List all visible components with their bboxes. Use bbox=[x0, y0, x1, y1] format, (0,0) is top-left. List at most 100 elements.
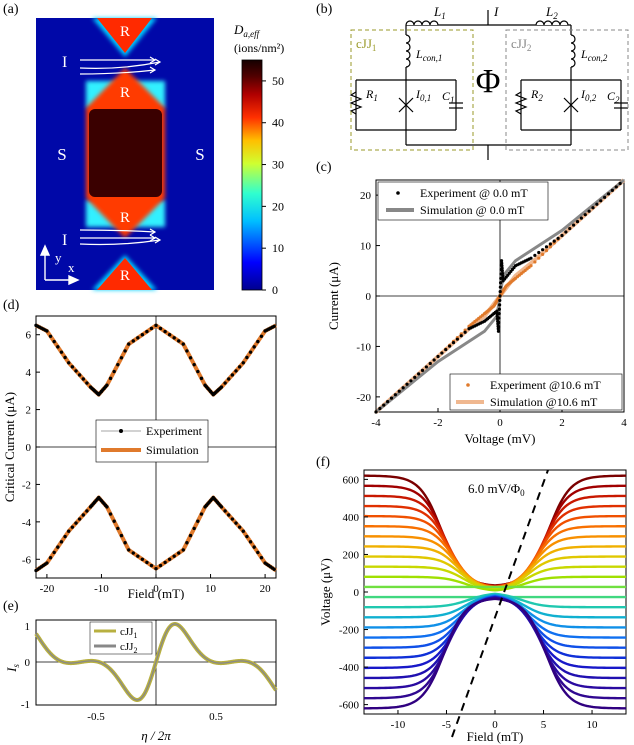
c-exp-0-point bbox=[497, 325, 501, 329]
f-ytick-label: -600 bbox=[339, 700, 360, 712]
f-ylabel: Voltage (μV) bbox=[318, 558, 333, 626]
c-exp-0-point bbox=[500, 269, 504, 273]
d-exp-point bbox=[227, 377, 231, 381]
d-legend-exp: Experiment bbox=[146, 424, 203, 438]
d-exp-point bbox=[199, 512, 204, 516]
c-exp-0-point bbox=[436, 354, 440, 359]
label-r-4: R bbox=[120, 268, 130, 284]
triangle-top bbox=[97, 18, 152, 53]
d-exp-point bbox=[59, 540, 64, 544]
d-exp-point bbox=[123, 541, 127, 545]
f-iv-curve bbox=[363, 596, 627, 690]
d-exp-point bbox=[234, 521, 238, 525]
f-ytick-label: -200 bbox=[339, 625, 360, 637]
label-i02: I0,2 bbox=[580, 87, 597, 103]
d-exp-point bbox=[167, 333, 172, 337]
d-exp-point bbox=[259, 334, 264, 338]
cjj1-box bbox=[350, 29, 474, 151]
label-cjj2: cJJ2 bbox=[511, 36, 531, 53]
f-xtick-label: -5 bbox=[442, 719, 452, 731]
e-xlabel: η / 2π bbox=[141, 728, 171, 743]
c-exp-0-point bbox=[459, 334, 463, 338]
f-iv-curve bbox=[363, 494, 627, 588]
c-exp-0-point bbox=[499, 259, 504, 263]
e-ytick-1: 1 bbox=[25, 621, 31, 633]
d-xtick-label: 20 bbox=[260, 583, 272, 595]
d-exp-point bbox=[163, 560, 167, 565]
c-exp-106-point bbox=[463, 328, 467, 332]
f-iv-curve bbox=[363, 597, 627, 710]
d-exp-point bbox=[172, 336, 176, 340]
panel-label-e: (e) bbox=[3, 599, 19, 614]
c-exp-0-point bbox=[579, 216, 583, 220]
d-exp-point bbox=[181, 548, 185, 552]
d-exp-point bbox=[163, 329, 167, 334]
colorbar-tick-label: 30 bbox=[272, 158, 284, 172]
c-exp-0-point bbox=[587, 209, 591, 213]
label-s-right: S bbox=[195, 145, 204, 164]
c-exp-0-point bbox=[500, 266, 504, 270]
d-exp-point bbox=[136, 554, 140, 558]
d-exp-point bbox=[56, 545, 60, 549]
c-exp-0-point bbox=[417, 372, 421, 376]
d-exp-point bbox=[185, 349, 189, 353]
d-exp-point bbox=[219, 505, 224, 509]
c-exp-0-point bbox=[497, 320, 501, 325]
d-ytick-label: 2 bbox=[26, 405, 32, 417]
c-exp-0-point bbox=[393, 393, 397, 397]
d-ytick-label: 0 bbox=[26, 442, 32, 454]
c-exp-0-point bbox=[498, 303, 502, 307]
d-exp-point bbox=[63, 534, 67, 539]
c-exp-0-point bbox=[575, 220, 580, 224]
c-exp-0-point bbox=[497, 316, 501, 320]
c-legend-sim0: Simulation @ 0.0 mT bbox=[420, 203, 525, 217]
c-exp-0-point bbox=[448, 344, 452, 348]
c-exp-0-point bbox=[397, 389, 401, 393]
label-s-left: S bbox=[57, 145, 66, 164]
d-exp-point bbox=[119, 533, 124, 538]
d-ytick-label: -6 bbox=[22, 554, 32, 566]
label-lcon2: Lcon,2 bbox=[580, 47, 608, 63]
d-exp-point bbox=[219, 385, 224, 389]
f-iv-curve bbox=[364, 594, 626, 629]
f-xtick-label: 5 bbox=[541, 719, 547, 731]
d-exp-point bbox=[248, 540, 253, 544]
c-exp-0-point bbox=[498, 285, 502, 289]
c-exp-106-point bbox=[541, 252, 545, 256]
c-exp-0-point bbox=[606, 192, 611, 196]
label-l2: L2 bbox=[545, 4, 558, 21]
d-exp-point bbox=[56, 345, 60, 349]
f-ytick-label: 200 bbox=[343, 549, 360, 561]
c-exp-0-point bbox=[544, 245, 549, 249]
d-exp-point bbox=[188, 533, 193, 538]
label-r-2: R bbox=[120, 85, 130, 101]
d-xtick-label: -10 bbox=[94, 583, 109, 595]
d-exp-point bbox=[131, 551, 135, 555]
c-exp-0-point bbox=[389, 396, 394, 400]
d-exp-point bbox=[234, 369, 238, 373]
colorbar-tick-label: 10 bbox=[272, 241, 284, 255]
c-exp-0-point bbox=[500, 261, 504, 265]
e-curve-cjj2 bbox=[35, 623, 277, 701]
c-exp-0-point bbox=[564, 230, 568, 234]
d-exp-point bbox=[196, 369, 200, 374]
d-exp-point bbox=[149, 326, 154, 331]
label-r-3: R bbox=[120, 210, 130, 226]
c-exp-0-point bbox=[455, 337, 459, 341]
d-xlabel: Field (mT) bbox=[128, 586, 185, 600]
d-exp-point bbox=[70, 525, 75, 529]
c-exp-0-point bbox=[556, 236, 560, 240]
d-exp-point bbox=[108, 376, 113, 381]
c-xtick-label: 0 bbox=[497, 417, 503, 429]
d-exp-point bbox=[52, 550, 56, 555]
colorbar-tick-label: 0 bbox=[272, 283, 278, 297]
c-exp-0-point bbox=[500, 271, 505, 275]
d-exp-point bbox=[136, 336, 140, 340]
d-exp-point bbox=[119, 356, 124, 360]
d-exp-point bbox=[74, 521, 78, 525]
d-exp-point bbox=[112, 369, 116, 374]
label-c1: C1 bbox=[442, 89, 455, 105]
axis-y-label: y bbox=[55, 250, 62, 265]
d-xtick-label: 0 bbox=[153, 583, 159, 595]
e-ylabel: Is bbox=[4, 664, 21, 673]
